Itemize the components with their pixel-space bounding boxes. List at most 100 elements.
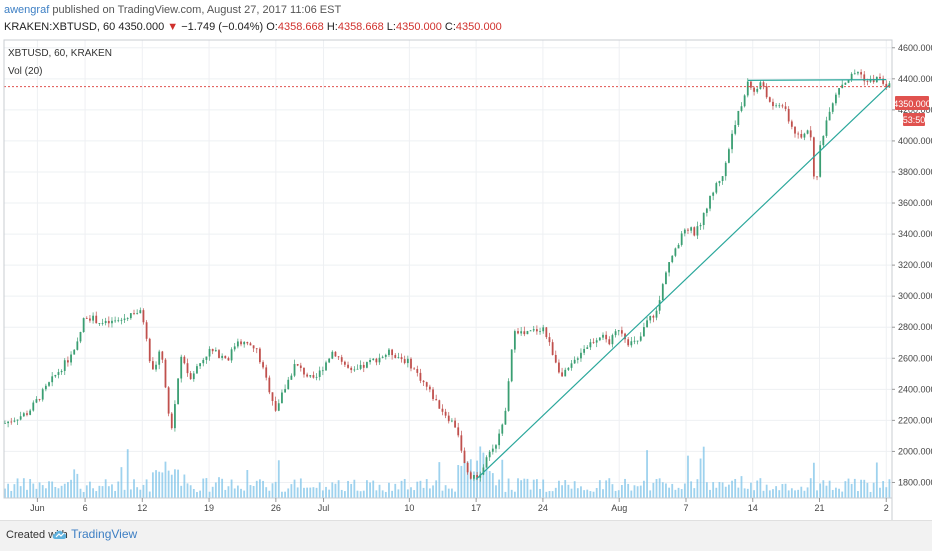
volume-bar — [539, 488, 541, 498]
volume-bar — [649, 490, 652, 498]
volume-bar — [866, 482, 869, 498]
volume-bar — [482, 452, 485, 498]
volume-bar — [388, 482, 390, 498]
candle-body — [551, 342, 554, 355]
volume-bar — [151, 472, 154, 498]
candle-body — [306, 374, 309, 377]
volume-bar — [589, 491, 592, 498]
volume-bar — [611, 484, 614, 498]
candle-body — [460, 435, 463, 451]
candle-body — [806, 130, 809, 134]
price-axis[interactable]: 1800.000 2000.000 2200.000 2400.000 2600.000… — [892, 43, 932, 488]
candle-body — [608, 339, 611, 345]
candle-body — [535, 329, 538, 332]
author-link[interactable]: awengraf — [4, 4, 50, 16]
volume-bar — [369, 482, 371, 498]
volume-bar — [731, 480, 733, 498]
volume-bar — [85, 485, 88, 498]
x-tick-label: 7 — [683, 503, 688, 513]
volume-bar — [838, 488, 840, 498]
volume-bar — [872, 482, 875, 498]
volume-bar — [422, 487, 425, 498]
volume-bar — [432, 485, 434, 498]
candle-body — [57, 372, 60, 375]
volume-bar — [595, 488, 598, 498]
volume-bar — [315, 487, 318, 498]
candle-body — [636, 340, 639, 342]
candle-body — [586, 347, 589, 349]
volume-bar — [10, 490, 13, 498]
candle-body — [589, 342, 592, 348]
candle-body — [825, 120, 828, 136]
volume-bar — [334, 483, 337, 498]
candle-body — [158, 351, 161, 365]
volume-bar — [236, 485, 239, 498]
candle-body — [372, 358, 375, 361]
candle-body — [312, 375, 315, 378]
volume-bar — [148, 491, 151, 498]
candle-body — [259, 348, 261, 363]
candle-body — [510, 349, 513, 382]
volume-bar — [809, 478, 812, 498]
x-tick-label: Aug — [611, 503, 627, 513]
volume-bar — [488, 471, 491, 498]
candle-body — [151, 361, 154, 370]
candle-body — [772, 101, 774, 107]
candle-body — [872, 78, 875, 83]
candle-body — [381, 356, 384, 358]
candle-body — [240, 341, 242, 345]
close-value: 4350.000 — [455, 21, 502, 33]
volume-bar — [419, 480, 422, 498]
x-tick-label: 24 — [538, 503, 548, 513]
volume-bar — [724, 486, 727, 498]
candle-body — [746, 81, 749, 96]
time-axis[interactable]: Jun 6 12 19 26 Jul 10 17 24 Aug 7 14 21 2 — [30, 498, 889, 513]
candle-body — [174, 404, 176, 429]
candle-body — [627, 339, 630, 346]
candle-body — [863, 74, 866, 82]
candle-body — [469, 472, 472, 479]
candle-body — [95, 315, 98, 324]
volume-bar — [517, 478, 519, 498]
volume-bar — [526, 478, 529, 498]
candle-body — [104, 320, 107, 324]
candle-body — [753, 87, 755, 92]
volume-bar — [192, 488, 195, 498]
volume-bar — [602, 489, 604, 498]
volume-bar — [624, 478, 626, 498]
volume-bar — [705, 482, 708, 498]
candle-body — [425, 382, 428, 387]
volume-bar — [652, 482, 655, 498]
candle-body — [148, 338, 151, 362]
high-label: H: — [326, 21, 338, 33]
candle-body — [498, 433, 501, 446]
candle-body — [567, 367, 570, 370]
candle-body — [564, 369, 567, 377]
volume-bar — [460, 465, 463, 498]
candle-body — [296, 364, 299, 366]
candle-body — [41, 389, 44, 400]
volume-bar — [825, 485, 828, 498]
candle-body — [208, 348, 211, 357]
tradingview-logo[interactable]: TradingView — [52, 527, 137, 542]
volume-bar — [303, 487, 305, 498]
candle-body — [485, 457, 488, 468]
candle-body — [54, 374, 57, 377]
volume-bar — [765, 484, 768, 498]
trendline — [475, 84, 890, 480]
volume-bar — [580, 486, 582, 498]
price-chart[interactable]: 1800.000 2000.000 2200.000 2400.000 2600.000… — [0, 38, 932, 520]
volume-bar — [819, 483, 822, 498]
candle-body — [129, 313, 132, 319]
volume-bar — [174, 469, 176, 498]
candle-body — [183, 356, 186, 364]
volume-indicator-legend: Vol (20) — [8, 66, 42, 77]
candle-body — [558, 362, 560, 373]
candle-body — [513, 331, 516, 350]
candle-body — [44, 385, 47, 390]
volume-bar — [183, 474, 186, 498]
volume-bar — [186, 483, 189, 498]
volume-bar — [687, 455, 689, 498]
volume-bar — [397, 489, 400, 498]
volume-bar — [48, 481, 50, 498]
